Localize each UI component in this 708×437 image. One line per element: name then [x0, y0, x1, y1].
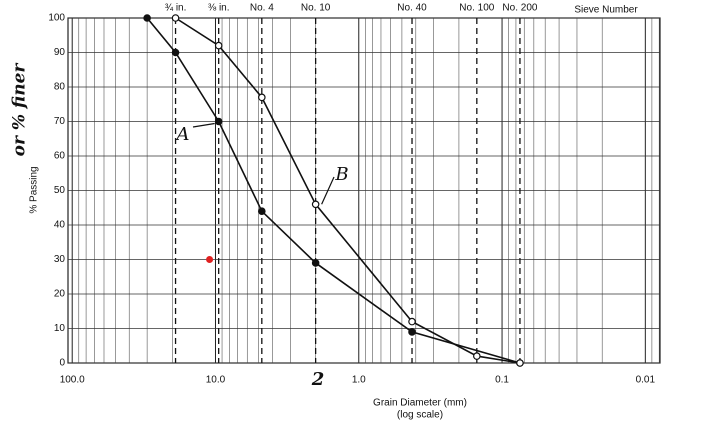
sieve-label: No. 4 — [250, 3, 274, 14]
data-point — [171, 48, 180, 57]
data-point — [258, 207, 266, 216]
x-axis-note: (log scale) — [397, 410, 443, 421]
data-point — [214, 41, 223, 50]
x-axis-label: Grain Diameter (mm) — [373, 398, 467, 409]
y-axis-label: % Passing — [29, 166, 40, 213]
data-point — [311, 200, 320, 209]
y-tick-label: 90 — [54, 47, 66, 58]
y-tick-label: 30 — [54, 254, 66, 265]
y-tick-label: 50 — [54, 185, 66, 196]
y-tick-label: 70 — [54, 116, 66, 127]
data-point — [214, 117, 223, 126]
x-tick-label: 1.0 — [352, 375, 366, 386]
sieve-label: No. 40 — [397, 3, 427, 14]
y-tick-label: 40 — [54, 220, 66, 231]
label-arrow — [321, 176, 335, 205]
x-tick-label: 10.0 — [206, 375, 226, 386]
data-point — [143, 14, 151, 22]
y-tick-label: 80 — [54, 82, 66, 93]
sieve-label: No. 100 — [459, 3, 494, 14]
data-point — [408, 317, 416, 326]
y-tick-label: 10 — [54, 323, 66, 334]
x-tick-label: 0.1 — [495, 375, 509, 386]
y-tick-label: 20 — [54, 289, 66, 300]
handwritten-note: or % finer — [10, 63, 30, 157]
highlight-point — [206, 256, 214, 263]
handwritten-note: 2 — [311, 369, 325, 390]
sieve-label: ¾ in. — [165, 3, 187, 14]
label-arrow — [192, 122, 215, 128]
data-point — [408, 328, 416, 336]
x-tick-label: 100.0 — [60, 375, 85, 386]
y-tick-label: 100 — [48, 13, 65, 24]
data-point — [258, 93, 266, 102]
sieve-label: ⅜ in. — [208, 3, 230, 14]
y-tick-label: 60 — [54, 151, 66, 162]
sieve-label: No. 200 — [502, 3, 537, 14]
top-axis-title: Sieve Number — [574, 5, 638, 16]
data-point — [473, 352, 481, 360]
data-point — [311, 259, 320, 267]
x-tick-label: 0.01 — [636, 375, 656, 386]
series-label: B — [334, 164, 348, 185]
data-point — [171, 14, 180, 22]
sieve-label: No. 10 — [301, 3, 331, 14]
y-tick-label: 0 — [59, 358, 65, 369]
data-point — [516, 359, 524, 367]
series-label: A — [175, 124, 190, 145]
